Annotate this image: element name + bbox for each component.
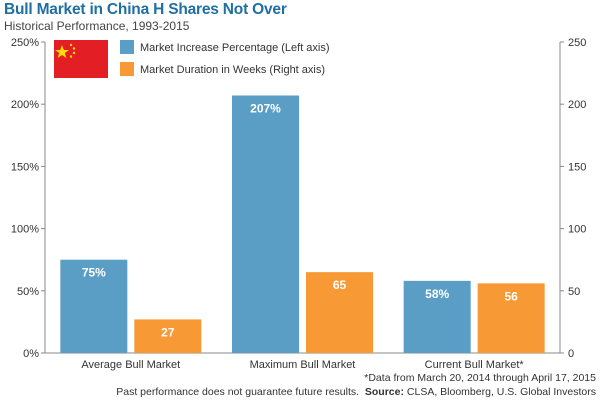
legend-swatch-duration <box>120 62 134 76</box>
source-label: Source: <box>364 386 404 398</box>
left-tick-label: 150% <box>11 161 39 173</box>
chart-subtitle: Historical Performance, 1993-2015 <box>4 19 190 33</box>
legend-label-duration: Market Duration in Weeks (Right axis) <box>140 64 325 76</box>
left-tick-label: 100% <box>11 224 39 236</box>
bar-duration <box>134 319 202 353</box>
left-tick-label: 250% <box>11 37 39 49</box>
bar-label-duration: 65 <box>333 278 347 292</box>
china-flag-icon <box>54 40 108 78</box>
bar-label-increase: 58% <box>425 287 449 301</box>
category-label: Current Bull Market* <box>425 359 525 371</box>
right-tick-label: 0 <box>568 348 574 360</box>
source-footnote: Past performance does not guarantee futu… <box>116 386 596 398</box>
legend: Market Increase Percentage (Left axis) M… <box>120 40 330 76</box>
bar-label-duration: 27 <box>161 325 175 339</box>
bar-duration <box>477 283 545 353</box>
left-tick-label: 0% <box>23 348 39 360</box>
right-tick-label: 150 <box>568 161 586 173</box>
data-footnote: *Data from March 20, 2014 through April … <box>364 372 596 384</box>
legend-label-increase: Market Increase Percentage (Left axis) <box>140 42 330 54</box>
bars: 75% 27 207% 65 58% 56 <box>60 95 545 353</box>
bar-label-increase: 75% <box>82 266 106 280</box>
left-tick-label: 50% <box>17 286 39 298</box>
bar-label-increase: 207% <box>250 101 281 115</box>
disclaimer: Past performance does not guarantee futu… <box>116 386 360 398</box>
right-tick-label: 250 <box>568 37 586 49</box>
bar-increase <box>403 280 471 353</box>
source-text: CLSA, Bloomberg, U.S. Global Investors <box>406 386 596 398</box>
right-tick-label: 100 <box>568 224 586 236</box>
bar-label-duration: 56 <box>504 289 518 303</box>
right-tick-label: 50 <box>568 286 580 298</box>
category-label: Average Bull Market <box>81 359 180 371</box>
axes: 0% 50% 100% 150% 200% 250% 0 50 100 150 200 250 Aver… <box>11 37 587 371</box>
left-tick-label: 200% <box>11 99 39 111</box>
bar-increase <box>232 95 299 353</box>
bar-duration <box>306 272 373 353</box>
legend-swatch-increase <box>120 40 134 54</box>
chart-title: Bull Market in China H Shares Not Over <box>4 1 287 18</box>
bar-increase <box>60 259 128 353</box>
category-label: Maximum Bull Market <box>250 359 356 371</box>
right-tick-label: 200 <box>568 99 586 111</box>
